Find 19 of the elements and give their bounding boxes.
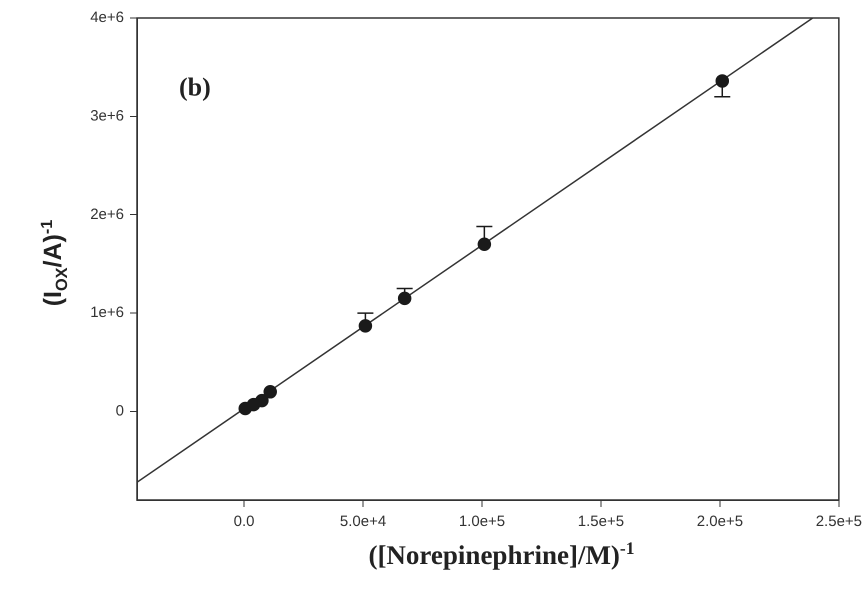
x-tick-label: 1.0e+5 [458, 513, 506, 530]
y-tick-label: 4e+6 [90, 9, 124, 26]
y-tick-label: 2e+6 [90, 206, 124, 223]
y-tick-label: 1e+6 [90, 304, 124, 322]
point [255, 394, 269, 408]
y-tick-label: 0 [116, 402, 124, 420]
x-tick-label: 5.0e+4 [340, 513, 386, 530]
annotation: (b) [179, 72, 211, 102]
x-tick-label: 0.0 [234, 513, 254, 530]
point [263, 385, 277, 399]
point [716, 74, 730, 88]
x-tick-label: 1.5e+5 [578, 513, 624, 530]
point [478, 237, 492, 251]
point [358, 319, 372, 333]
x-axis-title: ([Norepinephrine]/M)$^{-1}$ [367, 538, 636, 571]
x-tick-label: 2.0e+5 [696, 513, 744, 530]
point [398, 292, 412, 306]
y-tick-label: 3e+6 [90, 108, 124, 125]
x-tick-label: 2.5e+5 [816, 513, 862, 530]
